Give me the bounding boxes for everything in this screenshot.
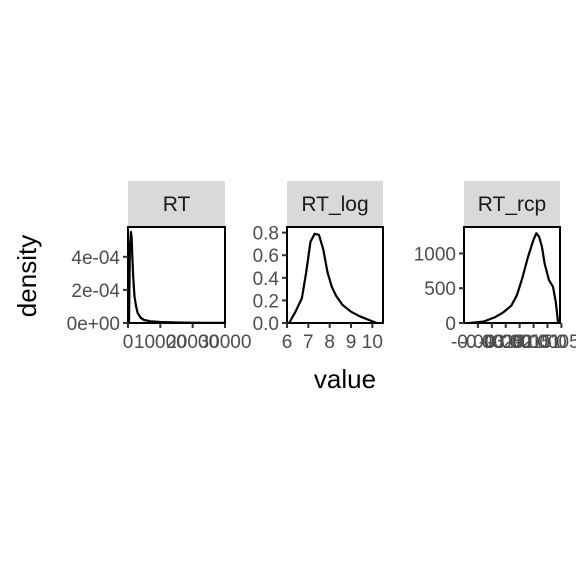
y-tick-label: 0e+00	[67, 314, 120, 335]
y-tick-label: 0.4	[253, 269, 280, 290]
x-tick-label: 30000	[199, 332, 252, 353]
facet-strip-label: RT_rcp	[478, 193, 546, 216]
x-tick-label: 8	[324, 332, 335, 353]
panel-border	[128, 227, 225, 323]
facet-strip-label: RT_log	[301, 193, 368, 216]
x-tick-label: 0	[556, 332, 567, 353]
y-tick-label: 0.6	[253, 246, 279, 267]
x-tick-label: 6	[282, 332, 293, 353]
panel-rt-log: RT_log 0.00.20.40.60.8 6 7 8 9 10	[253, 181, 383, 353]
y-tick-label: 0.8	[253, 224, 279, 245]
panel-border	[464, 227, 560, 323]
x-tick-label: 0	[123, 332, 134, 353]
density-line	[470, 233, 558, 323]
y-tick-label: 0.0	[253, 314, 279, 335]
y-tick-label: 0.2	[253, 291, 279, 312]
x-tick-label: 10	[362, 332, 383, 353]
x-tick-label: 9	[346, 332, 357, 353]
y-axis-title: density	[12, 235, 42, 317]
x-axis-title: value	[314, 364, 376, 394]
y-tick-label: 500	[424, 279, 456, 300]
y-tick-label: 4e-04	[71, 248, 120, 269]
density-line	[129, 232, 225, 323]
y-tick-label: 2e-04	[71, 281, 120, 302]
panel-rt-rcp: RT_rcp05001000-0.003-0.0025-0.002-0.0015…	[414, 181, 576, 353]
y-tick-label: 1000	[414, 244, 456, 265]
panel-border	[287, 227, 383, 323]
x-tick-label: -0.0005	[515, 332, 576, 353]
density-line	[289, 234, 377, 323]
x-tick-label: 7	[303, 332, 314, 353]
facet-strip-label: RT	[163, 193, 191, 216]
